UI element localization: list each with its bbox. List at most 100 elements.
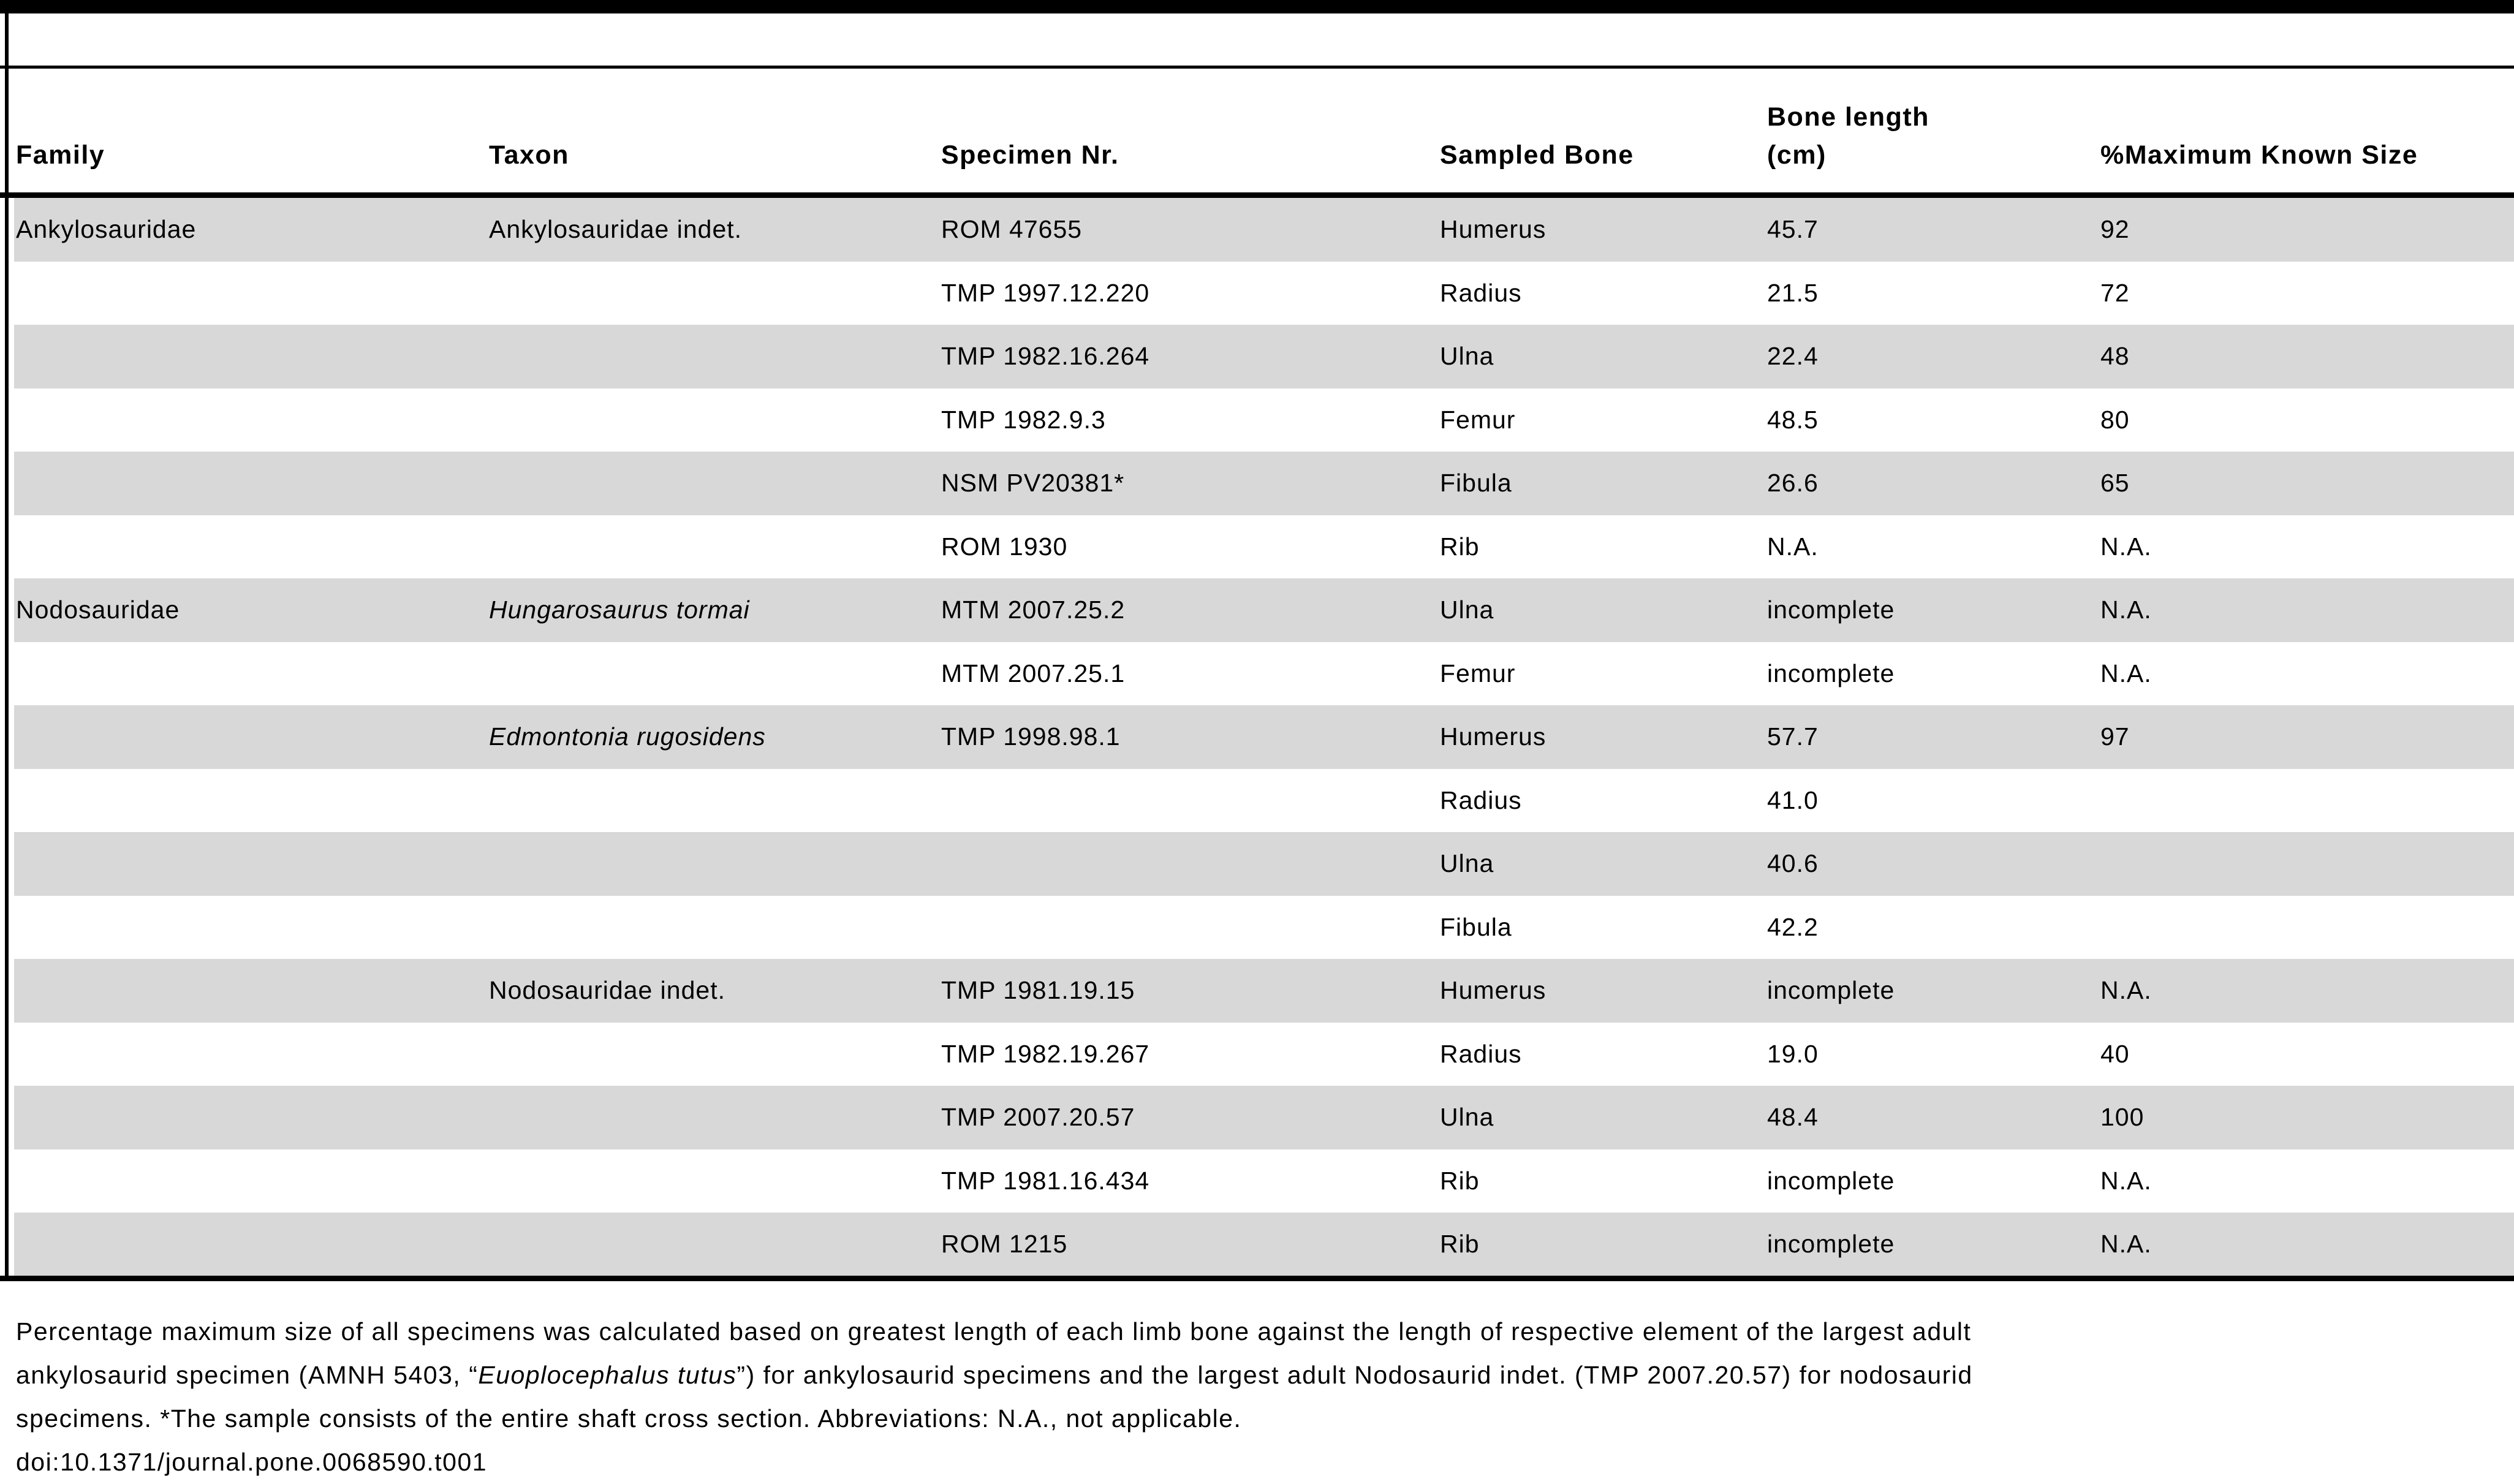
header-bottom-rule: [0, 192, 2514, 198]
cell-taxon: Hungarosaurus tormai: [489, 596, 750, 624]
cell-specimen: TMP 1998.98.1: [941, 722, 1121, 751]
cell-pct: 92: [2100, 215, 2130, 243]
footnote-line-2-post: ”) for ankylosaurid specimens and the la…: [736, 1361, 1973, 1389]
cell-family: Ankylosauridae: [16, 215, 197, 243]
table-row: Fibula 42.2: [14, 896, 2514, 960]
cell-bone: Fibula: [1440, 912, 1512, 941]
table-bottom-rule: [0, 1276, 2514, 1281]
cell-pct: N.A.: [2100, 596, 2152, 624]
cell-specimen: ROM 1930: [941, 532, 1068, 561]
cell-length: 19.0: [1767, 1039, 1819, 1068]
footnote-line-2: ankylosaurid specimen (AMNH 5403, “Euopl…: [16, 1353, 2504, 1397]
cell-pct: 65: [2100, 469, 2130, 497]
top-black-bar: [0, 0, 2514, 13]
table-header-row: Family Taxon Specimen Nr. Sampled Bone B…: [14, 69, 2514, 192]
cell-specimen: TMP 1997.12.220: [941, 278, 1150, 307]
table-row: ROM 1215 Rib incomplete N.A.: [14, 1213, 2514, 1276]
cell-length: 41.0: [1767, 786, 1819, 814]
cell-taxon: Ankylosauridae indet.: [489, 215, 743, 243]
cell-pct: 80: [2100, 405, 2130, 434]
cell-length: incomplete: [1767, 1166, 1895, 1195]
cell-specimen: TMP 1981.16.434: [941, 1166, 1150, 1195]
table-row: TMP 1982.19.267 Radius 19.0 40: [14, 1023, 2514, 1086]
table-row: MTM 2007.25.1 Femur incomplete N.A.: [14, 642, 2514, 706]
cell-pct: 97: [2100, 722, 2130, 751]
cell-bone: Radius: [1440, 278, 1522, 307]
footnote-line-1: Percentage maximum size of all specimens…: [16, 1317, 1972, 1346]
cell-specimen: NSM PV20381*: [941, 469, 1125, 497]
cell-bone: Ulna: [1440, 1103, 1494, 1131]
cell-bone: Ulna: [1440, 342, 1494, 370]
cell-pct: 72: [2100, 278, 2130, 307]
table-row: Radius 41.0: [14, 769, 2514, 833]
cell-bone: Fibula: [1440, 469, 1512, 497]
cell-bone: Ulna: [1440, 596, 1494, 624]
column-header-bone-length-line2: (cm): [1767, 140, 1827, 170]
table-row: Ankylosauridae Ankylosauridae indet. ROM 4…: [14, 198, 2514, 262]
cell-bone: Femur: [1440, 405, 1516, 434]
cell-bone: Radius: [1440, 786, 1522, 814]
cell-length: 21.5: [1767, 278, 1819, 307]
cell-length: 45.7: [1767, 215, 1819, 243]
cell-bone: Humerus: [1440, 215, 1547, 243]
table-row: TMP 1982.9.3 Femur 48.5 80: [14, 388, 2514, 452]
cell-length: incomplete: [1767, 596, 1895, 624]
cell-bone: Rib: [1440, 1166, 1480, 1195]
table-row: Nodosauridae Hungarosaurus tormai MTM 2007…: [14, 578, 2514, 642]
table-row: ROM 1930 Rib N.A. N.A.: [14, 515, 2514, 579]
column-header-bone-length: Bone length (cm): [1767, 98, 1929, 174]
cell-length: 48.5: [1767, 405, 1819, 434]
column-header-taxon: Taxon: [489, 140, 569, 170]
cell-specimen: TMP 1982.19.267: [941, 1039, 1150, 1068]
cell-bone: Rib: [1440, 1230, 1480, 1258]
cell-pct: N.A.: [2100, 976, 2152, 1004]
cell-pct: N.A.: [2100, 659, 2152, 687]
cell-length: 57.7: [1767, 722, 1819, 751]
cell-length: N.A.: [1767, 532, 1819, 561]
cell-length: 26.6: [1767, 469, 1819, 497]
cell-length: 48.4: [1767, 1103, 1819, 1131]
cell-taxon: Edmontonia rugosidens: [489, 722, 766, 751]
cell-pct: 48: [2100, 342, 2130, 370]
cell-specimen: ROM 1215: [941, 1230, 1068, 1258]
table-row: TMP 2007.20.57 Ulna 48.4 100: [14, 1086, 2514, 1149]
cell-bone: Ulna: [1440, 849, 1494, 877]
footnote-line-3: specimens. *The sample consists of the e…: [16, 1404, 1242, 1433]
cell-bone: Femur: [1440, 659, 1516, 687]
table-row: TMP 1981.16.434 Rib incomplete N.A.: [14, 1149, 2514, 1213]
cell-specimen: TMP 2007.20.57: [941, 1103, 1135, 1131]
cell-pct: 40: [2100, 1039, 2130, 1068]
cell-specimen: ROM 47655: [941, 215, 1083, 243]
table-row: TMP 1982.16.264 Ulna 22.4 48: [14, 325, 2514, 388]
cell-length: incomplete: [1767, 659, 1895, 687]
table-row: TMP 1997.12.220 Radius 21.5 72: [14, 262, 2514, 325]
cell-bone: Humerus: [1440, 722, 1547, 751]
table-body: Ankylosauridae Ankylosauridae indet. ROM 4…: [14, 198, 2514, 1276]
header-top-rule: [0, 66, 2514, 69]
column-header-max-known-size: %Maximum Known Size: [2100, 140, 2418, 170]
cell-length: 22.4: [1767, 342, 1819, 370]
cell-bone: Radius: [1440, 1039, 1522, 1068]
table-row: Edmontonia rugosidens TMP 1998.98.1 Humeru…: [14, 705, 2514, 769]
cell-specimen: TMP 1982.9.3: [941, 405, 1106, 434]
cell-family: Nodosauridae: [16, 596, 180, 624]
cell-specimen: TMP 1981.19.15: [941, 976, 1135, 1004]
cell-specimen: MTM 2007.25.1: [941, 659, 1126, 687]
cell-pct: N.A.: [2100, 1230, 2152, 1258]
cell-specimen: MTM 2007.25.2: [941, 596, 1126, 624]
left-border-rule: [5, 0, 9, 1281]
footnote-doi: doi:10.1371/journal.pone.0068590.t001: [16, 1448, 488, 1476]
cell-length: incomplete: [1767, 976, 1895, 1004]
cell-specimen: TMP 1982.16.264: [941, 342, 1150, 370]
cell-pct: N.A.: [2100, 532, 2152, 561]
column-header-bone-length-line1: Bone length: [1767, 102, 1929, 132]
footnote-line-2-species: Euoplocephalus tutus: [478, 1361, 737, 1389]
table-row: Nodosauridae indet. TMP 1981.19.15 Humerus…: [14, 959, 2514, 1023]
cell-pct: 100: [2100, 1103, 2145, 1131]
column-header-specimen: Specimen Nr.: [941, 140, 1119, 170]
footnote-line-2-pre: ankylosaurid specimen (AMNH 5403, “: [16, 1361, 479, 1389]
cell-length: 40.6: [1767, 849, 1819, 877]
column-header-family: Family: [16, 140, 105, 170]
table-row: NSM PV20381* Fibula 26.6 65: [14, 452, 2514, 515]
